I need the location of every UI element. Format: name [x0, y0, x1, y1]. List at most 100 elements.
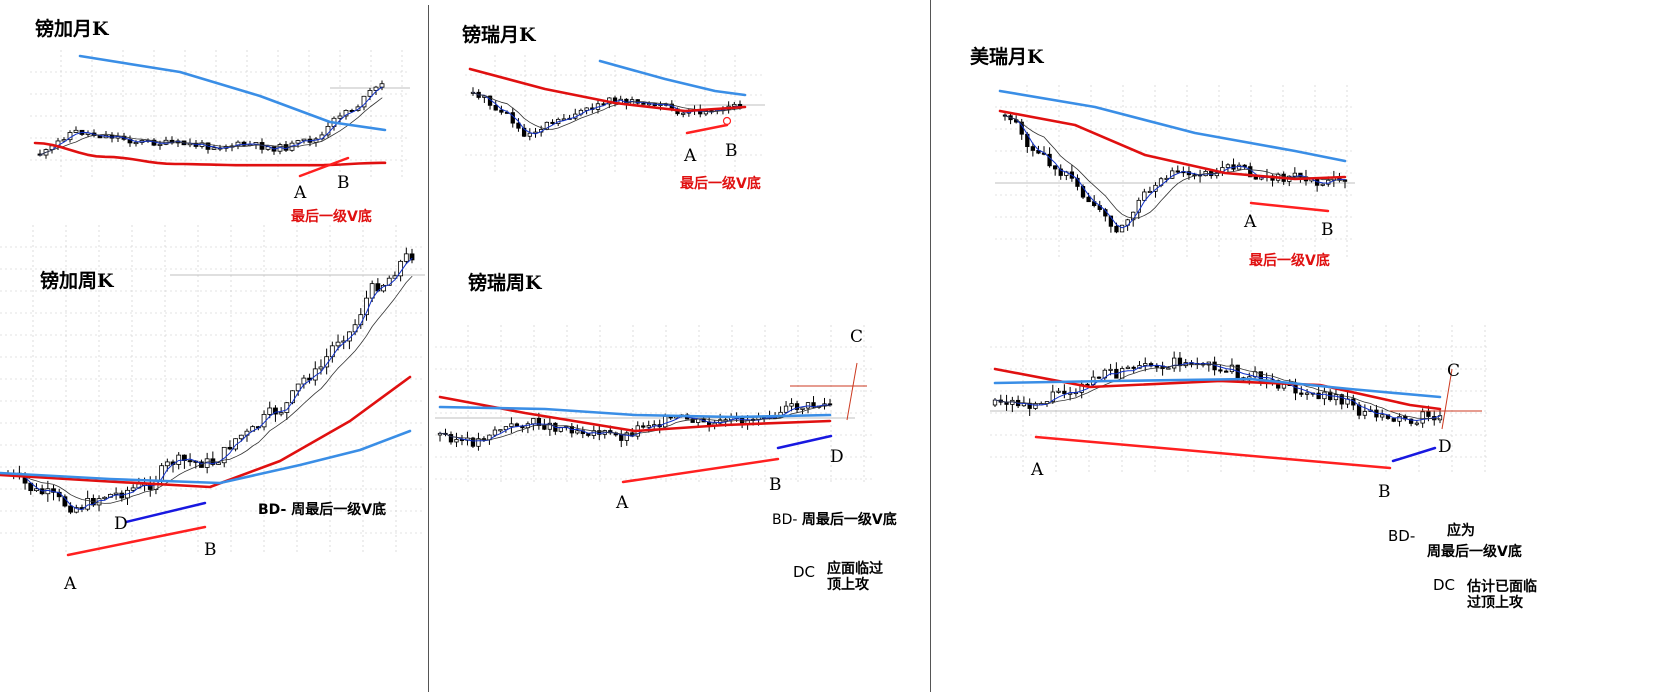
ma-line-blue [78, 54, 387, 132]
trendline-bd [1391, 446, 1437, 463]
candle-body [498, 429, 503, 432]
point-label-d: D [830, 447, 844, 467]
candle-body [521, 127, 527, 137]
candle-body [641, 102, 646, 105]
candle-body [295, 383, 301, 392]
trendline-ab [685, 123, 729, 135]
candle-body [454, 439, 459, 443]
candle-body [164, 461, 170, 467]
annotation-bd-text: 周最后一级V底 [801, 512, 897, 528]
candle-body [492, 429, 498, 436]
candle-body [227, 446, 233, 450]
candle-body [1086, 196, 1091, 203]
candle-body [503, 426, 509, 431]
ma-line-blue [993, 377, 1442, 399]
candle-body [1253, 176, 1258, 180]
candle-body [516, 122, 521, 129]
candle-body [403, 253, 409, 262]
annotation-bd: BD- 周最后一级V底 [772, 509, 897, 529]
annotation-bd-prefix: BD- [258, 502, 287, 518]
ma-line-blue [438, 405, 832, 419]
chart-title-gbpcad-weekly: 镑加周K [40, 270, 114, 292]
ma-line-short [7, 257, 413, 511]
point-label-a: A [616, 493, 629, 513]
point-label-b: B [337, 173, 350, 193]
candle-body [337, 115, 343, 119]
candle-body [789, 403, 794, 407]
candle-body [470, 437, 476, 447]
candle-body [1408, 418, 1414, 424]
chart-title-gbpchf-monthly: 镑瑞月K [462, 24, 536, 46]
candle-body [1214, 172, 1219, 177]
annotation-bd-prefix: BD- [1388, 527, 1416, 545]
candle-body [783, 405, 789, 413]
candle-body [1218, 369, 1223, 372]
candle-body [1356, 404, 1362, 416]
target-mark [1441, 368, 1453, 430]
candle-body [221, 446, 227, 464]
candle-body [1426, 411, 1431, 417]
chart-usdchf-weekly [990, 325, 1490, 475]
candle-body [73, 129, 79, 133]
ma-line-short [439, 404, 831, 442]
ma-line-blue [998, 89, 1347, 163]
candle-body [241, 141, 247, 146]
annotation-last-v-bottom: 最后一级V底 [291, 209, 372, 225]
candle-body [717, 419, 723, 424]
candle-body [1030, 146, 1036, 151]
candle-body [597, 430, 602, 435]
candle-body [1108, 215, 1114, 227]
candle-body [1096, 376, 1102, 379]
candle-body [1056, 390, 1061, 393]
candle-body [211, 147, 217, 150]
chart-gbpcad-weekly [0, 225, 425, 557]
candle-body [723, 419, 728, 422]
candle-body [663, 416, 668, 428]
candle-body [646, 425, 651, 428]
candle-body [561, 118, 567, 121]
annotation-last-v-bottom: 最后一级V底 [680, 176, 761, 192]
candle-body [373, 86, 379, 91]
candle-body [992, 399, 998, 406]
candle-body [690, 418, 695, 423]
candle-body [273, 407, 278, 415]
candle-body [1229, 364, 1235, 373]
ma-line-blue [0, 429, 412, 485]
chart-title-usdchf-monthly: 美瑞月K [970, 46, 1044, 68]
candle-body [283, 144, 289, 151]
candle-body [1143, 363, 1148, 366]
candle-body [1292, 172, 1297, 177]
trendline-db [124, 501, 207, 524]
candle-body [1322, 391, 1327, 400]
candle-body [1420, 411, 1425, 424]
candle-body [51, 488, 56, 493]
candle-body [1397, 415, 1402, 422]
candle-body [409, 253, 415, 261]
candle-body [536, 417, 542, 427]
candle-body [1080, 186, 1086, 198]
candle-body [514, 423, 520, 427]
annotation-dc-line2: 过顶上攻 [1467, 595, 1523, 611]
candle-body [1142, 191, 1147, 201]
point-label-a: A [1031, 460, 1044, 480]
point-label-b: B [1321, 220, 1334, 240]
candle-body [267, 407, 273, 415]
candle-body [1170, 170, 1175, 179]
candle-body [1236, 164, 1242, 170]
candle-body [1320, 183, 1325, 186]
candle-body [34, 488, 39, 492]
candle-body [364, 297, 369, 316]
candle-body [509, 423, 514, 427]
ma-line-red [468, 67, 747, 113]
annotation-bd: BD- 周最后一级V底 [258, 499, 386, 519]
candle-body [1154, 365, 1159, 368]
candle-body [1304, 392, 1310, 395]
chart-usdchf-monthly [995, 85, 1355, 260]
candle-body [1033, 403, 1038, 409]
candle-body [1248, 166, 1253, 178]
candle-body [1172, 357, 1177, 369]
trendline-bd [776, 434, 833, 450]
candle-body [113, 492, 119, 495]
candle-body [1119, 224, 1125, 233]
point-label-a: A [294, 183, 307, 203]
